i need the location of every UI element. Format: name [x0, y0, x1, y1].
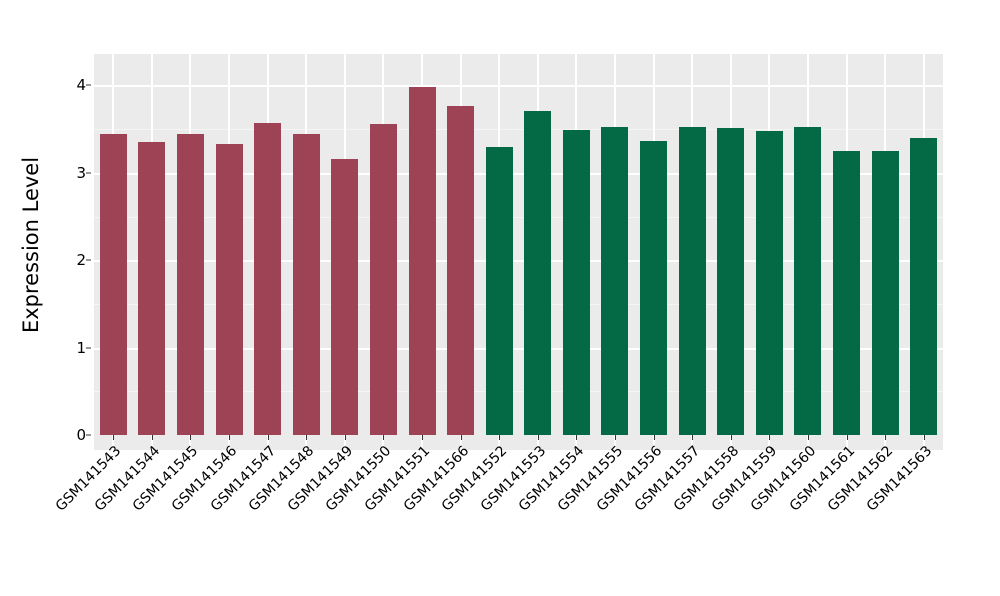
bar	[601, 126, 629, 435]
x-tick-mark	[923, 435, 925, 440]
y-tick-label: 3	[76, 163, 86, 182]
bar	[254, 123, 282, 435]
y-tick-mark	[86, 84, 91, 86]
x-tick-mark	[151, 435, 153, 440]
bar	[292, 133, 320, 435]
bar	[369, 123, 397, 435]
gridline-minor	[94, 216, 943, 218]
x-axis-labels: GSM141543 GSM141544 GSM141545 GSM141546 GSM1…	[53, 443, 943, 578]
bar	[447, 106, 475, 435]
bar	[176, 134, 204, 435]
bar-chart: Expression Level 0 1 2 3 4 GSM141543 GSM14154…	[16, 0, 943, 580]
x-tick-mark	[383, 435, 385, 440]
x-tick-mark	[576, 435, 578, 440]
y-axis-title-label: Expression Level	[19, 156, 43, 334]
x-tick-mark	[499, 435, 501, 440]
y-tick-mark	[86, 172, 91, 174]
bar	[794, 126, 822, 435]
bar	[833, 151, 861, 435]
x-tick-mark	[190, 435, 192, 440]
gridline-major	[94, 85, 943, 88]
bar	[562, 130, 590, 435]
y-tick-label: 0	[76, 426, 86, 444]
bar	[331, 158, 359, 435]
x-tick-mark	[653, 435, 655, 440]
x-tick-mark	[460, 435, 462, 440]
y-tick-label: 4	[76, 76, 86, 95]
plot-panel	[94, 54, 943, 450]
x-tick-mark	[846, 435, 848, 440]
gridline-major	[94, 260, 943, 263]
y-tick-label: 1	[76, 338, 86, 357]
x-axis-ticks	[94, 435, 943, 441]
bar	[717, 128, 745, 435]
bar	[408, 87, 436, 435]
y-tick-label: 2	[76, 251, 86, 270]
bar	[485, 146, 513, 435]
x-tick-mark	[113, 435, 115, 440]
gridline-minor	[94, 391, 943, 393]
bar	[138, 142, 166, 435]
gridline-major	[94, 172, 943, 175]
bar	[910, 137, 938, 435]
y-axis-ticks: 0 1 2 3 4	[48, 0, 91, 580]
x-tick-mark	[614, 435, 616, 440]
x-tick-mark	[807, 435, 809, 440]
y-tick-mark	[86, 259, 91, 261]
bar	[99, 133, 127, 435]
bar	[755, 130, 783, 435]
x-tick-mark	[344, 435, 346, 440]
x-tick-mark	[537, 435, 539, 440]
gridline-minor	[94, 303, 943, 305]
x-tick-mark	[692, 435, 694, 440]
x-tick-mark	[306, 435, 308, 440]
y-tick-mark	[86, 434, 91, 436]
gridline-major	[94, 347, 943, 350]
bar	[640, 140, 668, 435]
bar	[871, 151, 899, 435]
x-tick-mark	[422, 435, 424, 440]
x-tick-mark	[769, 435, 771, 440]
bar	[524, 110, 552, 435]
bar	[215, 144, 243, 435]
y-tick-mark	[86, 347, 91, 349]
gridline-minor	[94, 129, 943, 131]
bar	[678, 126, 706, 435]
x-tick-mark	[730, 435, 732, 440]
x-tick-mark	[229, 435, 231, 440]
x-tick-mark	[885, 435, 887, 440]
bars-layer	[94, 54, 943, 450]
x-tick-mark	[267, 435, 269, 440]
y-axis-title: Expression Level	[16, 55, 46, 435]
